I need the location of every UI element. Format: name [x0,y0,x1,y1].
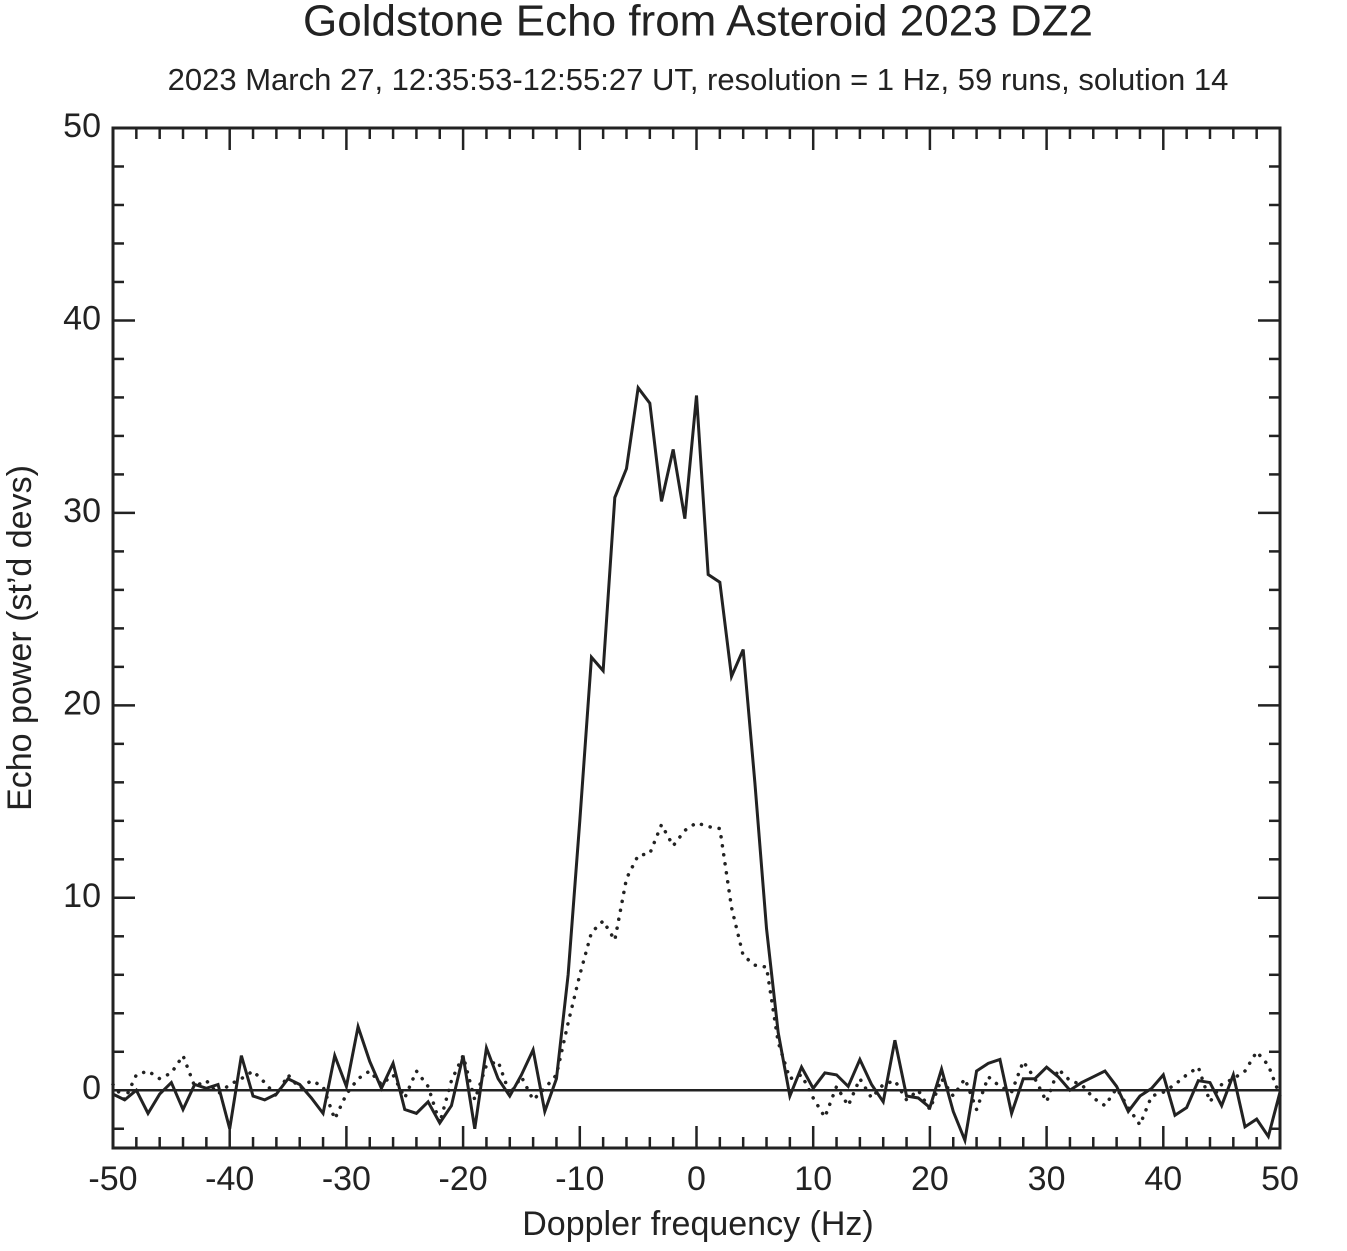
x-tick-label: -20 [439,1160,488,1198]
y-tick-label: 10 [63,877,101,915]
x-tick-label: 0 [687,1160,706,1198]
x-tick-label: -50 [88,1160,137,1198]
data-line [112,384,1282,1146]
plot-frame [111,126,1282,1150]
y-tick-label: 0 [82,1069,101,1107]
x-tick-label: 30 [1028,1160,1066,1198]
chart-subtitle: 2023 March 27, 12:35:53-12:55:27 UT, res… [168,62,1229,97]
x-tick-label: 20 [911,1160,949,1198]
y-tick-label: 50 [63,107,101,145]
y-tick-label: 30 [63,492,101,530]
x-tick-label: -10 [555,1160,604,1198]
x-tick-label: 50 [1261,1160,1299,1198]
x-tick-label: 10 [794,1160,832,1198]
x-axis-label: Doppler frequency (Hz) [522,1205,873,1243]
y-axis-label: Echo power (st’d devs) [1,465,39,811]
data-line [111,820,1282,1130]
x-tick-label: -30 [322,1160,371,1198]
y-tick-label: 20 [63,684,101,722]
y-tick-label: 40 [63,299,101,337]
x-tick-label: -40 [205,1160,254,1198]
chart-title: Goldstone Echo from Asteroid 2023 DZ2 [303,0,1093,46]
x-tick-label: 40 [1144,1160,1182,1198]
